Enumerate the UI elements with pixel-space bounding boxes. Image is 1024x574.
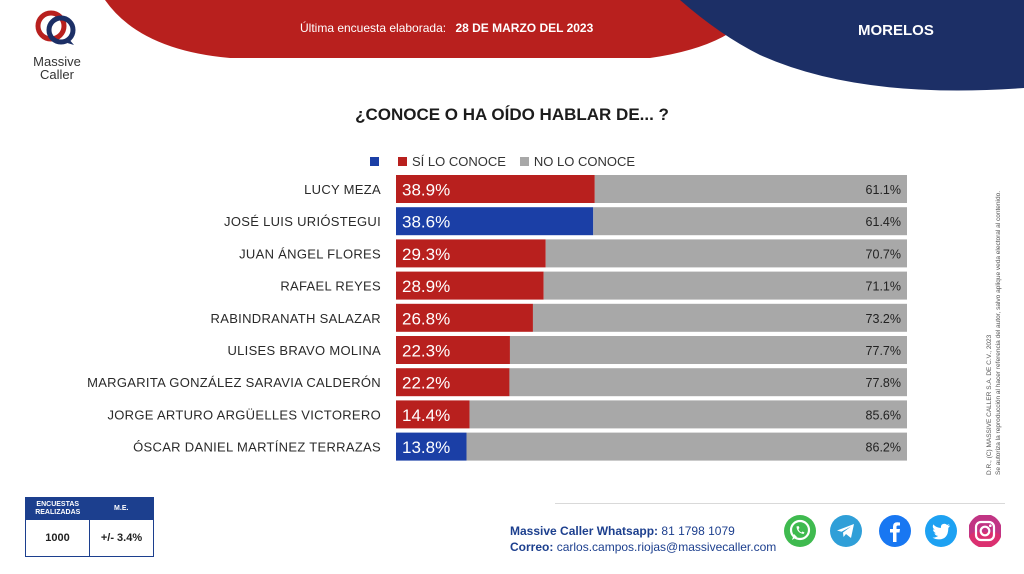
whatsapp-number[interactable]: 81 1798 1079: [661, 524, 735, 538]
bar-no-5: [509, 336, 907, 364]
facebook-icon[interactable]: [878, 514, 912, 548]
stats-value-margin: +/- 3.4%: [100, 532, 143, 544]
category-label-0: LUCY MEZA: [304, 182, 381, 197]
stats-header-surveys: ENCUESTAS REALIZADAS: [35, 501, 81, 516]
value-label-no-1: 61.4%: [866, 215, 901, 229]
bar-si-1: [396, 207, 594, 236]
copyright-note: D.R., (C) MASSIVE CALLER S.A. DE C.V., 2…: [985, 175, 1005, 475]
value-label-no-4: 73.2%: [866, 312, 901, 326]
footer-divider: [555, 503, 1005, 504]
value-label-no-3: 71.1%: [866, 280, 901, 294]
value-label-no-7: 85.6%: [866, 408, 901, 422]
email-address[interactable]: carlos.campos.riojas@massivecaller.com: [556, 540, 777, 554]
bar-no-4: [532, 303, 907, 332]
legend-item-si: SÍ LO CONOCE: [398, 154, 506, 169]
survey-label: Última encuesta elaborada:: [300, 21, 447, 35]
stats-header-margin: M.E.: [114, 505, 129, 512]
legend-swatch-blue: [370, 157, 379, 166]
legend-item-blue: [370, 157, 384, 166]
bar-no-7: [469, 400, 907, 429]
whatsapp-icon[interactable]: [783, 514, 817, 548]
bar-no-1: [593, 207, 907, 236]
value-label-si-3: 28.9%: [402, 277, 450, 296]
value-label-no-8: 86.2%: [866, 441, 901, 455]
telegram-icon[interactable]: [829, 514, 863, 548]
whatsapp-label: Massive Caller Whatsapp:: [510, 524, 659, 538]
value-label-si-8: 13.8%: [402, 438, 450, 457]
bar-si-2: [396, 239, 546, 268]
bar-no-2: [545, 239, 907, 268]
legend-swatch-no: [519, 157, 529, 166]
survey-stats-table: ENCUESTAS REALIZADAS M.E. 1000 +/- 3.4%: [25, 497, 154, 557]
category-label-2: JUAN ÁNGEL FLORES: [239, 246, 381, 261]
copyright-line1: D.R., (C) MASSIVE CALLER S.A. DE C.V., 2…: [986, 334, 993, 475]
instagram-icon[interactable]: [968, 514, 1002, 548]
region-title: MORELOS: [858, 22, 934, 39]
logo-mark-icon: [35, 10, 76, 45]
bar-si-0: [396, 175, 595, 203]
value-label-si-0: 38.9%: [402, 181, 450, 200]
brand-name-line2: Caller: [40, 67, 74, 82]
value-label-si-1: 38.6%: [402, 213, 450, 232]
bar-no-6: [509, 368, 907, 397]
value-label-si-5: 22.3%: [402, 342, 450, 361]
value-label-si-6: 22.2%: [402, 374, 450, 393]
value-label-si-2: 29.3%: [402, 245, 450, 264]
header-background: [105, 0, 1024, 91]
value-label-no-0: 61.1%: [866, 183, 901, 197]
header-blue-band: [680, 0, 1024, 91]
category-label-8: ÓSCAR DANIEL MARTÍNEZ TERRAZAS: [133, 440, 381, 455]
header-red-band: [105, 0, 760, 58]
value-label-no-6: 77.8%: [866, 376, 901, 390]
bar-no-3: [543, 271, 907, 300]
bar-si-6: [396, 368, 510, 397]
bar-si-5: [396, 336, 510, 364]
value-label-si-7: 14.4%: [402, 406, 450, 425]
stats-value-surveys: 1000: [26, 520, 90, 556]
legend-swatch-si: [398, 157, 407, 166]
copyright-line2: Se autoriza la reproducción al hacer ref…: [995, 190, 1002, 475]
bar-si-3: [396, 271, 544, 300]
legend-label-no: NO LO CONOCE: [533, 154, 636, 169]
bar-si-4: [396, 303, 533, 332]
value-label-si-4: 26.8%: [402, 309, 450, 328]
category-label-5: ULISES BRAVO MOLINA: [227, 343, 381, 358]
brand-name-line1: Massive: [33, 54, 81, 69]
category-label-1: JOSÉ LUIS URIÓSTEGUI: [224, 214, 381, 229]
bar-no-0: [594, 175, 907, 203]
category-label-6: MARGARITA GONZÁLEZ SARAVIA CALDERÓN: [87, 375, 381, 390]
bar-si-8: [396, 432, 467, 461]
legend: SÍ LO CONOCE NO LO CONOCE: [370, 154, 649, 169]
value-label-no-5: 77.7%: [866, 344, 901, 358]
legend-label-si: SÍ LO CONOCE: [412, 154, 506, 169]
category-label-4: RABINDRANATH SALAZAR: [211, 311, 381, 326]
survey-banner: Última encuesta elaborada: 28 DE MARZO D…: [300, 21, 593, 35]
twitter-icon[interactable]: [924, 514, 958, 548]
bar-no-8: [466, 432, 907, 461]
brand-logo: Massive Caller: [22, 8, 92, 81]
survey-date: 28 DE MARZO DEL 2023: [455, 21, 594, 35]
question-title: ¿CONOCE O HA OÍDO HABLAR DE... ?: [355, 105, 669, 124]
value-label-no-2: 70.7%: [866, 247, 901, 261]
category-label-7: JORGE ARTURO ARGÜELLES VICTORERO: [107, 407, 381, 422]
legend-item-no: NO LO CONOCE: [519, 154, 636, 169]
category-label-3: RAFAEL REYES: [280, 279, 381, 294]
email-label: Correo:: [510, 540, 554, 554]
bar-si-7: [396, 400, 470, 429]
contact-info: Massive Caller Whatsapp: 81 1798 1079 Co…: [510, 523, 776, 555]
